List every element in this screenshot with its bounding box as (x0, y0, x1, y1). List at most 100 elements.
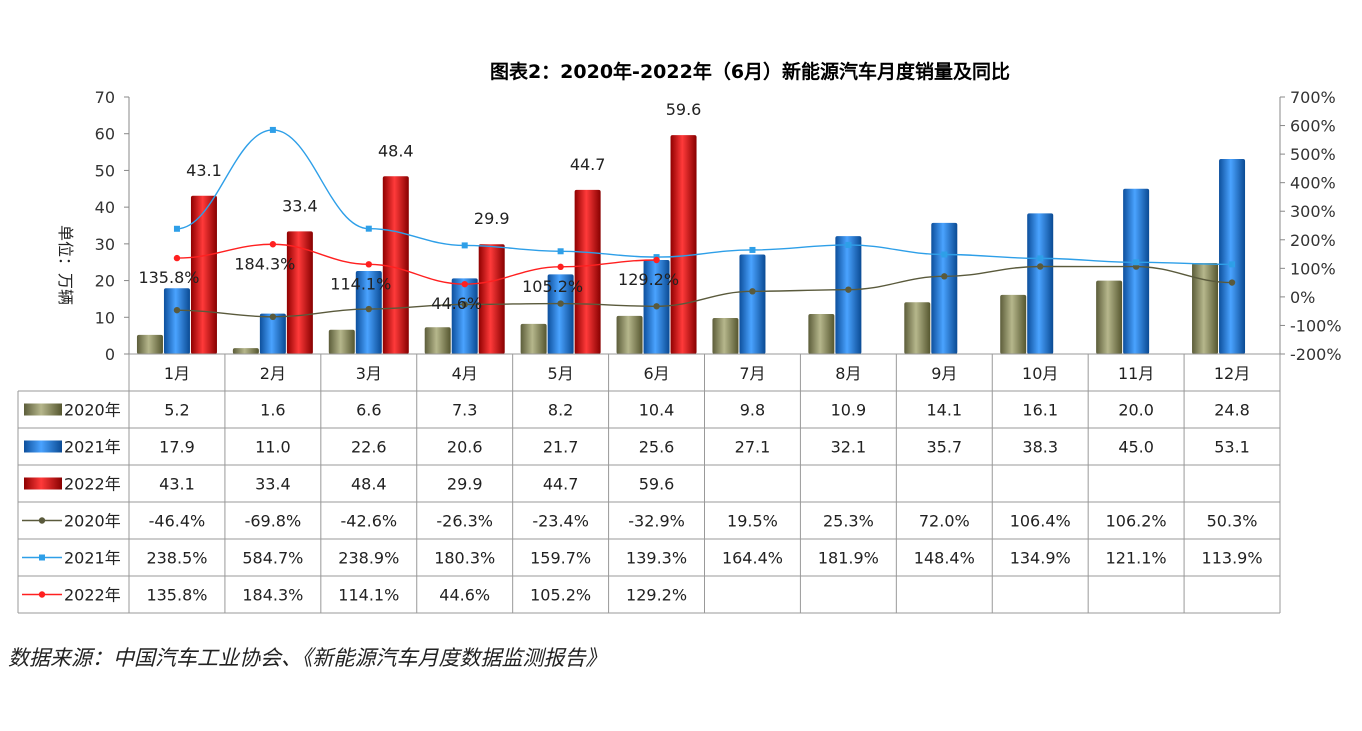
table-cell: 38.3 (1022, 438, 1058, 457)
category-label: 1月 (164, 364, 190, 383)
table-cell: 17.9 (159, 438, 195, 457)
line-label-2022: 129.2% (618, 270, 679, 289)
table-cell: -69.8% (245, 512, 302, 531)
y-tick-label: 60 (95, 125, 115, 144)
category-label: 6月 (643, 364, 669, 383)
bar-2020年-5月 (520, 323, 547, 354)
table-cell: 20.6 (447, 438, 483, 457)
table-cell: 21.7 (543, 438, 579, 457)
lines (173, 126, 1236, 321)
bar-2020年-6月 (616, 315, 643, 354)
y2-tick-label: 500% (1290, 145, 1336, 164)
y2-tick-label: 700% (1290, 88, 1336, 107)
table-cell: 181.9% (818, 549, 879, 568)
table-cell: 50.3% (1207, 512, 1258, 531)
bar-2020年-3月 (328, 329, 355, 354)
y-tick-label: 30 (95, 235, 115, 254)
row-label: 2021年 (64, 549, 121, 568)
bar-2021年-9月 (931, 222, 958, 354)
point-2020年 (1037, 263, 1044, 270)
y2-tick-label: 400% (1290, 174, 1336, 193)
table-cell: 8.2 (548, 401, 573, 420)
legend-marker (39, 554, 45, 561)
table-cell: 25.6 (639, 438, 675, 457)
table-cell: 10.9 (831, 401, 867, 420)
category-label: 12月 (1214, 364, 1250, 383)
category-label: 8月 (835, 364, 861, 383)
chart-title: 图表2：2020年-2022年（6月）新能源汽车月度销量及同比 (490, 60, 1010, 83)
table-cell: 20.0 (1118, 401, 1154, 420)
line-2022年 (176, 243, 657, 285)
bar-label-2022: 43.1 (186, 161, 222, 180)
point-2021年 (173, 225, 180, 232)
row-label: 2020年 (64, 401, 121, 420)
table-cell: 135.8% (146, 586, 207, 605)
point-2022年 (461, 280, 468, 288)
bar-2020年-2月 (232, 348, 259, 354)
table-cell: 33.4 (255, 475, 291, 494)
bar-2021年-8月 (835, 236, 862, 354)
point-2020年 (173, 306, 181, 314)
table-cell: 113.9% (1202, 549, 1263, 568)
row-label: 2021年 (64, 438, 121, 457)
line-label-2022: 105.2% (522, 277, 583, 296)
table-cell: 1.6 (260, 401, 285, 420)
table-cell: 72.0% (919, 512, 970, 531)
point-2022年 (653, 256, 660, 264)
line-label-2022: 44.6% (431, 294, 482, 313)
point-2020年 (365, 305, 372, 313)
bar-2021年-12月 (1219, 159, 1246, 354)
bar-2022年-5月 (574, 189, 601, 354)
table-cell: 22.6 (351, 438, 387, 457)
point-2021年 (365, 225, 372, 232)
line-label-2022: 184.3% (234, 254, 295, 273)
bar-2021年-3月 (355, 271, 382, 354)
line-label-2022: 135.8% (138, 268, 199, 287)
bar-2022年-2月 (286, 231, 313, 354)
table-cell: 19.5% (727, 512, 778, 531)
table-cell: 106.4% (1010, 512, 1071, 531)
bar-label-2022: 44.7 (570, 155, 606, 174)
row-label: 2022年 (64, 586, 121, 605)
y2-tick-label: 100% (1290, 259, 1336, 278)
y-tick-label: 10 (95, 308, 115, 327)
bar-2020年-1月 (136, 334, 163, 354)
bar-label-2022: 59.6 (666, 100, 702, 119)
category-label: 2月 (260, 364, 286, 383)
bar-2020年-7月 (712, 318, 739, 354)
point-2020年 (1228, 279, 1236, 286)
table-cell: 25.3% (823, 512, 874, 531)
bar-2021年-2月 (259, 313, 286, 354)
point-2021年 (1037, 255, 1044, 262)
point-2020年 (941, 273, 948, 280)
y2-tick-label: 300% (1290, 202, 1336, 221)
table-cell: 9.8 (740, 401, 765, 420)
legend-marker (38, 591, 46, 598)
table-cell: 6.6 (356, 401, 381, 420)
bar-2021年-10月 (1027, 213, 1054, 354)
table-cell: 584.7% (242, 549, 303, 568)
line-2020年 (176, 265, 1233, 318)
row-label: 2020年 (64, 512, 121, 531)
y2-tick-label: 0% (1290, 288, 1315, 307)
table-cell: 10.4 (639, 401, 675, 420)
bar-2022年-3月 (382, 176, 409, 354)
table-cell: 148.4% (914, 549, 975, 568)
axes: 0 10 20 30 40 50 60 70 -200% -100% 0% 100% 200% 300% 4… (95, 88, 1342, 364)
bar-2021年-11月 (1123, 188, 1150, 354)
point-2022年 (365, 261, 372, 268)
bar-2022年-1月 (190, 195, 217, 354)
legend-swatch (24, 403, 62, 416)
table-cell: 139.3% (626, 549, 687, 568)
table-cell: 105.2% (530, 586, 591, 605)
table-cell: -46.4% (149, 512, 206, 531)
line-2021年 (176, 129, 1233, 266)
bar-2022年-4月 (478, 244, 505, 354)
table-cell: 24.8 (1214, 401, 1250, 420)
table-cell: 59.6 (639, 475, 675, 494)
point-2020年 (749, 288, 756, 295)
point-2022年 (269, 241, 277, 248)
point-2021年 (557, 248, 564, 255)
bar-label-2022: 48.4 (378, 141, 414, 160)
y-axis-label: 单位：万辆 (56, 225, 75, 305)
